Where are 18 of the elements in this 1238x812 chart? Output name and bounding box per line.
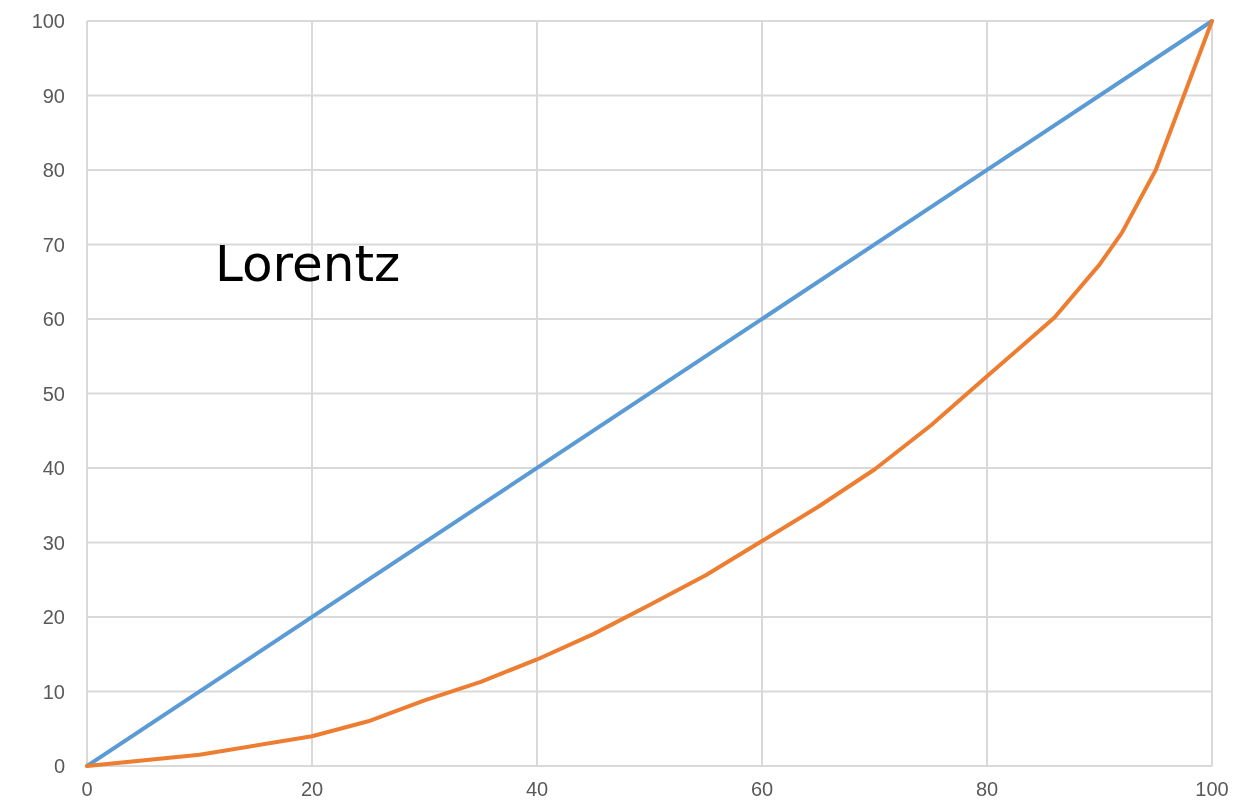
annotation: Lorentz <box>215 235 401 293</box>
x-tick-label: 100 <box>1195 778 1229 800</box>
x-tick-label: 40 <box>525 778 549 800</box>
x-tick-label: 80 <box>975 778 999 800</box>
y-tick-label: 10 <box>42 680 65 703</box>
y-tick-label: 60 <box>42 308 65 330</box>
y-tick-label: 20 <box>42 606 65 628</box>
y-tick-label: 100 <box>31 10 65 32</box>
y-tick-label: 70 <box>42 233 65 256</box>
y-tick-label: 30 <box>42 531 65 554</box>
y-tick-label: 40 <box>42 457 65 479</box>
y-tick-label: 80 <box>42 159 65 181</box>
x-tick-label: 60 <box>750 778 774 800</box>
x-tick-label: 20 <box>300 778 324 800</box>
x-tick-label: 0 <box>81 778 93 800</box>
y-tick-label: 0 <box>53 755 65 777</box>
y-tick-label: 90 <box>42 84 65 107</box>
y-tick-label: 50 <box>42 382 65 405</box>
